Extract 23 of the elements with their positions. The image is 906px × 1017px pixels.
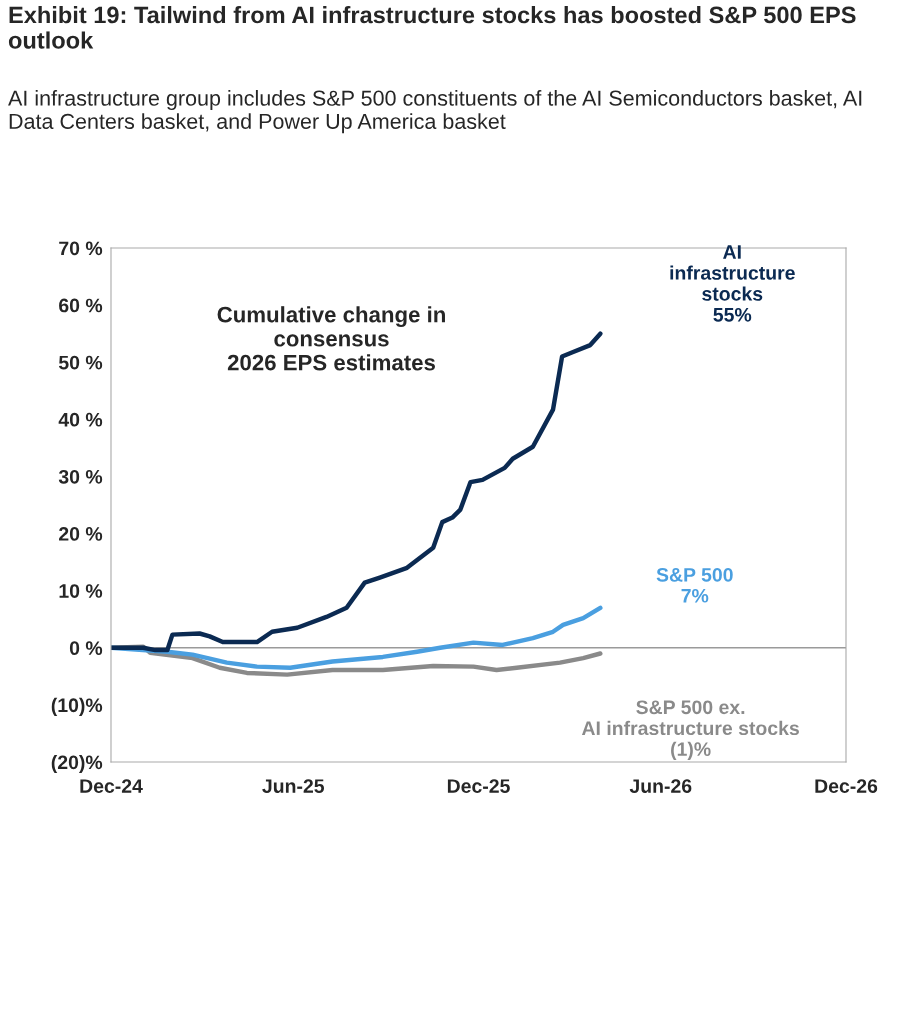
y-tick-label: 0 % (69, 641, 103, 656)
y-tick-label: 70 % (59, 241, 103, 256)
chart-title: Exhibit 19: Tailwind from AI infrastructure stocks has boosted S&P 500 EPS outlook (8, 6, 856, 49)
y-tick-label: 50 % (58, 355, 103, 370)
y-tick-label: 30 % (58, 469, 103, 484)
x-tick-label: Jun-26 (629, 779, 692, 793)
text: S&P 500 ex. AI infrastructure stocks (1)% (581, 700, 799, 760)
y-tick-label: 60 % (59, 298, 103, 313)
line-series (111, 331, 603, 653)
x-tick-label: Dec-25 (447, 779, 510, 793)
y-tick-label: 20 % (59, 527, 103, 541)
x-tick-label: Jun-25 (262, 779, 325, 793)
y-tick-label: 40 % (58, 412, 103, 427)
x-tick-label: Dec-26 (815, 779, 878, 793)
y-tick-label: (20)% (51, 754, 103, 774)
y-tick-label: (10)% (51, 697, 103, 716)
chart-subtitle: AI infrastructure group includes S&P 500 constituents of the AI Semiconductors basket, AI Data Centers basket, and Power Up America basket (8, 90, 862, 134)
y-tick-label: 10 % (59, 584, 103, 598)
text: AI infrastructure stocks 55% (670, 245, 795, 322)
x-tick-label: Dec-24 (80, 779, 143, 793)
annotation: Cumulative change in consensus 2026 EPS estimates (217, 306, 445, 371)
line-series (111, 644, 603, 677)
text: S&P 500 7% (656, 567, 733, 603)
